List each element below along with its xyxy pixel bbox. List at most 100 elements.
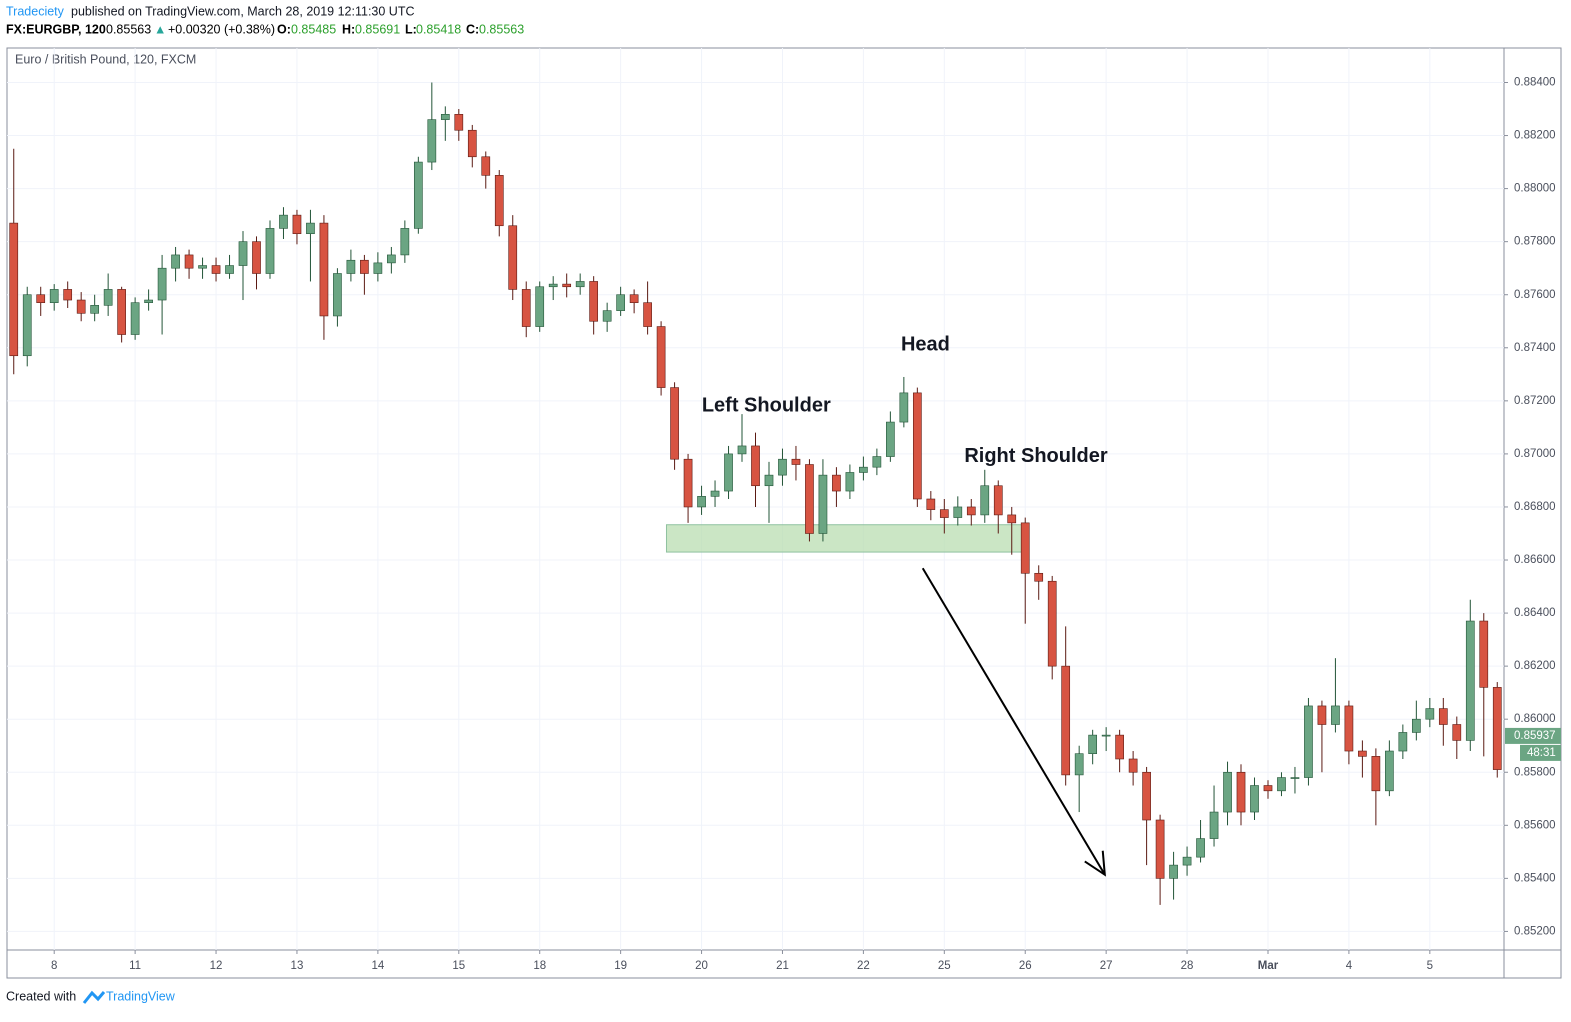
candle-body [1398,732,1408,752]
l-label: L: [405,22,417,36]
candle-body [629,294,639,303]
y-tick-label: 0.87600 [1514,289,1556,301]
candle-body [737,445,747,455]
candle-body [22,294,32,357]
x-tick-label: 18 [533,960,546,972]
candle-body [279,214,288,229]
candle-body [993,485,1003,516]
candle-body [1034,572,1044,582]
candle-body [1101,734,1111,737]
candle-body [710,490,720,497]
candle-body [413,161,423,229]
x-tick-label: Mar [1258,960,1279,972]
candle-body [252,241,261,274]
candle-body [238,241,248,266]
x-tick-label: 26 [1019,960,1032,972]
candle-body [791,458,801,465]
y-tick-label: 0.88000 [1514,183,1556,195]
candle-body [481,156,491,176]
candle-body [643,302,652,327]
candle-body [198,265,207,269]
candle-body [521,289,531,327]
candle-body [818,474,828,534]
x-tick-label: 15 [452,960,465,972]
candle-body [1061,665,1071,776]
candle-body [1115,734,1124,760]
y-tick-label: 0.85400 [1514,872,1556,884]
footer-created: Created with [6,989,76,1003]
candle-body [535,286,545,327]
candle-body [656,326,666,388]
x-tick-label: 20 [695,960,708,972]
l: 0.85418 [416,22,461,36]
candle-body [319,222,329,317]
footer-brand[interactable]: TradingView [106,989,176,1003]
candle-body [1317,705,1327,725]
x-tick-label: 11 [129,960,141,972]
c: 0.85563 [479,22,524,36]
candle-body [49,289,59,303]
candle-body [1236,771,1246,813]
y-tick-label: 0.87200 [1514,395,1556,407]
o-label: O: [277,22,291,36]
candle-body [764,474,774,487]
x-tick-label: 19 [614,960,627,972]
x-tick-label: 5 [1427,960,1433,972]
candle-body [1331,705,1340,725]
last: 0.85563 [106,22,151,36]
candle-body [144,299,153,303]
candle-body [548,283,558,288]
candle-body [912,392,922,500]
author[interactable]: Tradeciety [6,4,65,18]
candle-body [1452,724,1462,741]
candle-body [805,464,814,534]
candle-body [508,225,518,290]
candle-body [1465,620,1475,741]
arrow: ▲ [154,22,166,36]
candle-body [1088,734,1098,754]
candle-body [400,228,410,256]
y-tick-label: 0.85800 [1514,766,1556,778]
candle-body [1304,705,1313,778]
y-tick-label: 0.87800 [1514,236,1556,248]
candle-body [1007,514,1017,524]
candle-body [966,506,976,516]
candle-body [670,387,679,460]
candle-body [306,222,315,235]
candle-body [562,283,572,288]
logo [82,990,106,1004]
timer-label: 48:31 [1527,747,1556,759]
y-tick-label: 0.85600 [1514,819,1556,831]
x-tick-label: 28 [1181,960,1194,972]
y-tick-label: 0.86400 [1514,607,1556,619]
x-tick-label: 27 [1100,960,1113,972]
x-tick-label: 13 [291,960,304,972]
candle-body [1385,750,1394,792]
candle-body [76,299,86,314]
y-tick-label: 0.86000 [1514,713,1556,725]
candle-body [36,294,46,303]
candle-body [859,466,868,473]
price-marker-label: 0.85937 [1514,730,1556,742]
candle-body [1250,785,1259,813]
candle-body [939,509,949,518]
candle-body [602,310,612,322]
annotation: Right Shoulder [964,445,1108,467]
candle-body [9,222,19,357]
timer-bg [1520,744,1561,761]
candle-body [1209,811,1219,839]
x-tick-label: 14 [371,960,384,972]
candle-body [292,214,302,235]
candle-body [845,472,855,492]
candle-body [373,262,383,274]
y-tick-label: 0.88200 [1514,130,1556,142]
annotation: Left Shoulder [702,394,831,416]
y-tick-label: 0.86200 [1514,660,1556,672]
y-tick-label: 0.88400 [1514,77,1556,89]
y-tick-label: 0.87000 [1514,448,1556,460]
support-zone [665,524,1024,553]
candle-body [171,254,180,269]
candle-body [494,175,504,227]
candle-body [778,458,787,476]
candle-body [1358,750,1367,757]
